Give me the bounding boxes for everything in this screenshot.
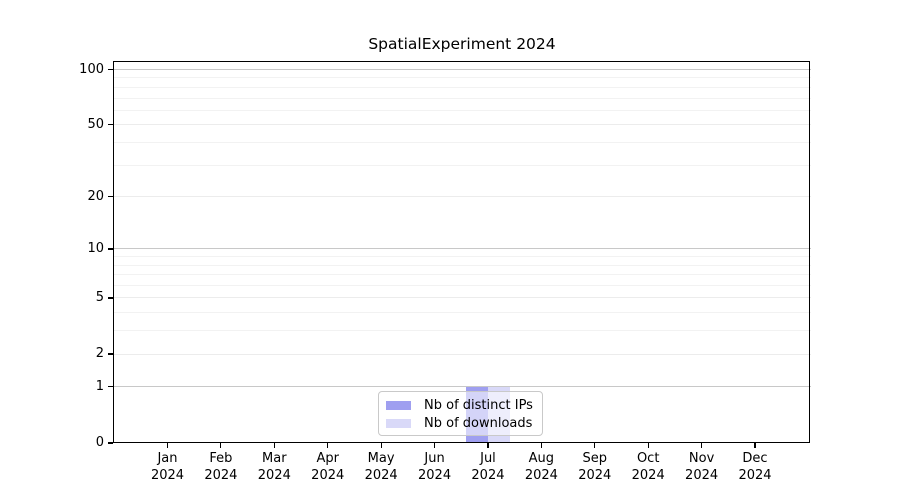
x-tick-mark <box>701 443 703 448</box>
y-minor-gridline <box>113 164 811 166</box>
y-minor-gridline <box>113 330 811 332</box>
x-tick-mark <box>327 443 329 448</box>
x-tick-label-line: 2024 <box>471 467 505 483</box>
x-tick-label-line: Aug <box>528 451 555 466</box>
y-minor-gridline <box>113 109 811 111</box>
x-tick-label-line: Feb <box>209 451 233 466</box>
y-tick-mark <box>107 68 113 71</box>
x-tick-label: Oct 2024 <box>620 451 676 484</box>
y-tick-mark <box>107 386 113 388</box>
x-tick-label: Apr 2024 <box>300 451 356 484</box>
y-minor-gridline <box>113 256 811 258</box>
x-tick-mark <box>647 443 649 448</box>
y-tick-label: 5 <box>95 289 104 305</box>
legend-label-downloads: Nb of downloads <box>424 415 533 431</box>
x-tick-mark <box>594 443 596 448</box>
x-tick-mark <box>166 443 169 448</box>
y-minor-gridline <box>113 97 811 99</box>
y-tick-label: 20 <box>87 188 104 204</box>
legend-swatch-downloads <box>386 418 411 428</box>
y-minor-gridline <box>113 285 811 287</box>
y-tick-mark <box>107 196 113 198</box>
x-tick-label-line: 2024 <box>150 467 185 483</box>
x-tick-label-line: 2024 <box>738 467 772 483</box>
x-tick-label-line: Oct <box>636 451 660 466</box>
x-tick-label-line: Dec <box>742 451 768 466</box>
y-minor-gridline <box>113 274 811 276</box>
x-tick-label: May 2024 <box>353 451 409 484</box>
x-tick-label: Aug 2024 <box>513 451 569 484</box>
y-tick-mark <box>107 297 113 299</box>
y-minor-gridline <box>113 77 811 79</box>
legend: Nb of distinct IPs Nb of downloads <box>378 391 543 436</box>
x-tick-label-line: Apr <box>316 451 339 466</box>
x-tick-mark <box>380 443 382 448</box>
x-tick-mark <box>220 443 222 448</box>
chart-title: SpatialExperiment 2024 <box>368 35 556 53</box>
y-tick-label: 2 <box>95 346 104 362</box>
x-tick-label-line: 2024 <box>257 467 291 483</box>
y-tick-mark <box>107 442 113 444</box>
x-tick-label-line: 2024 <box>418 467 452 483</box>
y-gridline <box>113 297 811 299</box>
x-tick-label-line: 2024 <box>311 467 345 483</box>
x-tick-label-line: Mar <box>262 451 287 466</box>
x-tick-label: Sep 2024 <box>567 451 623 484</box>
y-minor-gridline <box>113 86 811 88</box>
y-gridline-emphasized <box>113 69 811 70</box>
y-tick-label: 1 <box>95 378 104 394</box>
y-minor-gridline <box>113 264 811 266</box>
x-tick-label-line: Jan <box>157 451 178 466</box>
x-tick-label-line: 2024 <box>631 467 665 483</box>
y-gridline <box>113 124 811 126</box>
y-gridline-emphasized <box>113 386 811 388</box>
x-tick-label: Jan 2024 <box>140 451 196 484</box>
y-tick-mark <box>107 124 113 126</box>
x-tick-label-line: Jun <box>424 451 445 466</box>
x-tick-label-line: 2024 <box>524 467 558 483</box>
x-tick-mark <box>540 443 542 448</box>
y-tick-mark <box>107 248 113 250</box>
x-tick-label-line: 2024 <box>204 467 238 483</box>
y-tick-label: 100 <box>79 61 104 77</box>
x-tick-label: Feb 2024 <box>193 451 249 484</box>
y-tick-mark <box>107 353 113 355</box>
y-minor-gridline <box>113 141 811 143</box>
x-tick-label-line: Nov <box>688 451 715 466</box>
x-tick-label: Jul 2024 <box>460 451 516 484</box>
y-tick-label: 0 <box>95 435 104 450</box>
x-tick-label-line: Jul <box>480 451 496 466</box>
legend-swatch-distinct-ips <box>386 400 411 410</box>
x-tick-label-line: Sep <box>582 451 608 466</box>
legend-item-downloads: Nb of downloads <box>386 414 542 432</box>
x-tick-mark <box>273 443 275 448</box>
x-tick-label-line: 2024 <box>578 467 612 483</box>
x-tick-label-line: 2024 <box>364 467 398 483</box>
y-minor-gridline <box>113 312 811 314</box>
x-tick-label: Dec 2024 <box>727 451 783 484</box>
x-tick-mark <box>433 443 436 448</box>
legend-item-distinct-ips: Nb of distinct IPs <box>386 396 542 414</box>
x-tick-label: Nov 2024 <box>674 451 730 484</box>
y-tick-label: 50 <box>87 116 104 132</box>
x-tick-label-line: May <box>367 451 395 466</box>
x-tick-label-line: 2024 <box>685 467 719 483</box>
y-tick-label: 10 <box>87 240 104 256</box>
y-gridline-emphasized <box>113 248 811 250</box>
legend-label-distinct-ips: Nb of distinct IPs <box>424 397 533 413</box>
y-gridline <box>113 196 811 198</box>
x-tick-label: Mar 2024 <box>246 451 302 484</box>
y-gridline <box>113 353 811 355</box>
x-tick-mark <box>754 443 756 448</box>
x-tick-label: Jun 2024 <box>407 451 463 484</box>
x-tick-mark <box>487 443 489 448</box>
